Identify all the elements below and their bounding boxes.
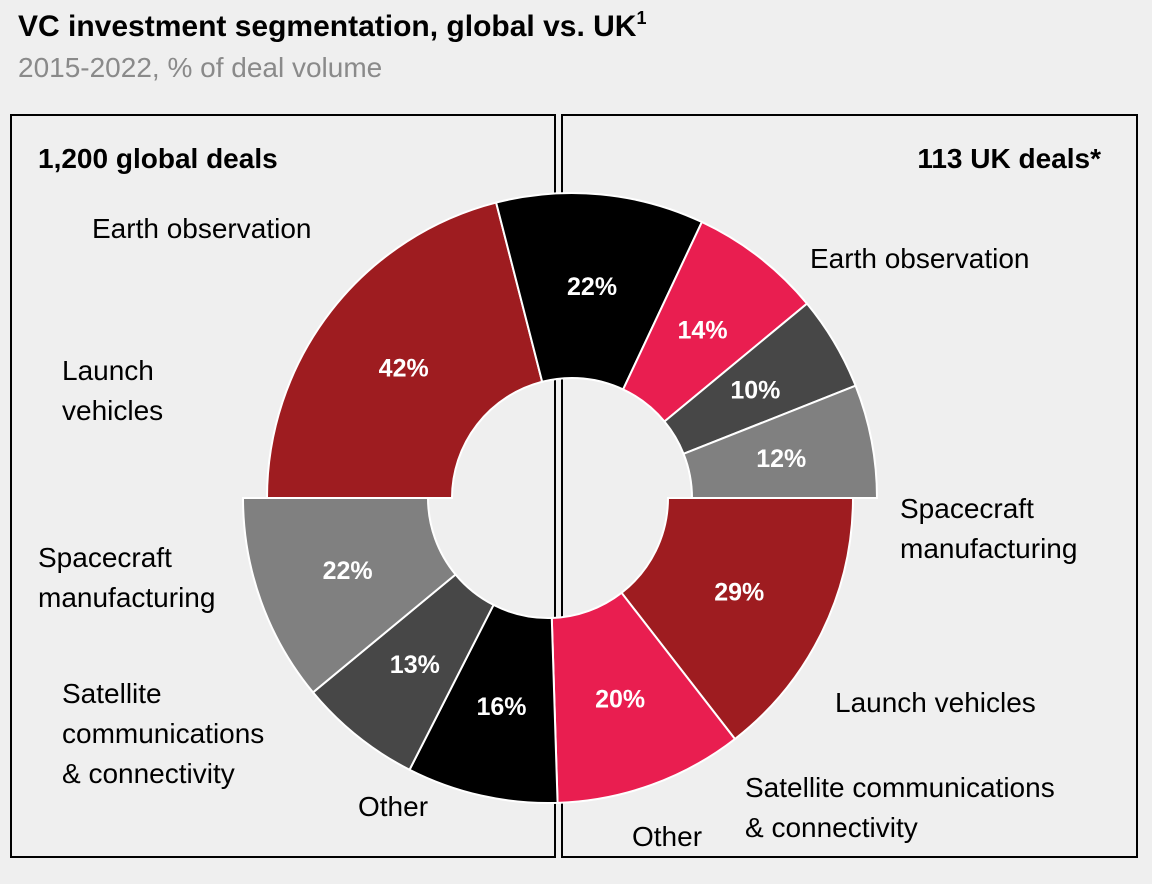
uk-panel-frame [561,114,1138,858]
title-footnote-marker: 1 [636,8,647,28]
uk-value-label-spacecraft-manufacturing: 22% [567,273,617,301]
uk-value-label-satellite-communications-and-connectivity: 10% [730,377,780,405]
uk-value-label-earth-observation: 42% [379,354,429,382]
global-value-label-other: 22% [323,557,373,585]
uk-slice-spacecraft-manufacturing [494,192,704,391]
uk-category-label-spacecraft-manufacturing: Spacecraft manufacturing [900,493,1077,564]
uk-panel-label: 113 UK deals* [917,143,1101,174]
chart-title-text: VC investment segmentation, global vs. U… [18,10,637,43]
global-value-label-satellite-communications-and-connectivity: 13% [390,651,440,679]
uk-category-label-other: Other [632,821,702,852]
global-slice-launch-vehicles [550,591,737,804]
global-donut: 29% 20% 16% 13% 22% [241,497,855,804]
uk-value-label-other: 12% [756,445,806,473]
global-category-label-launch-vehicles: Launch vehicles [62,355,163,426]
uk-value-label-launch-vehicles: 14% [678,317,728,345]
global-category-label-satellite-communications-and-connectivity: Satellite communications & connectivity [62,678,264,789]
category-labels: Earth observation Launch vehicles Spacecraf… [38,213,1077,852]
global-category-label-earth-observation: Earth observation [92,213,311,244]
global-slice-other [241,497,457,694]
chart-subtitle: 2015-2022, % of deal volume [18,52,383,83]
global-category-label-spacecraft-manufacturing: Spacecraft manufacturing [38,542,215,613]
global-value-label-spacecraft-manufacturing: 16% [477,693,527,721]
uk-slice-earth-observation [265,201,544,499]
global-panel-frame [10,114,556,858]
global-category-label-other: Other [358,791,428,822]
uk-category-label-earth-observation: Earth observation [810,243,1029,274]
uk-category-label-launch-vehicles: Launch vehicles [835,687,1036,718]
global-panel-label: 1,200 global deals [38,143,278,174]
uk-category-label-satellite-communications-and-connectivity: Satellite communications & connectivity [745,772,1055,843]
uk-slice-other [682,384,879,499]
global-value-label-launch-vehicles: 20% [595,685,645,713]
uk-donut: 42% 22% 14% 10% 12% [265,192,879,499]
chart-title: VC investment segmentation, global vs. U… [18,8,647,44]
global-slice-earth-observation [620,497,855,741]
global-value-label-earth-observation: 29% [714,579,764,607]
